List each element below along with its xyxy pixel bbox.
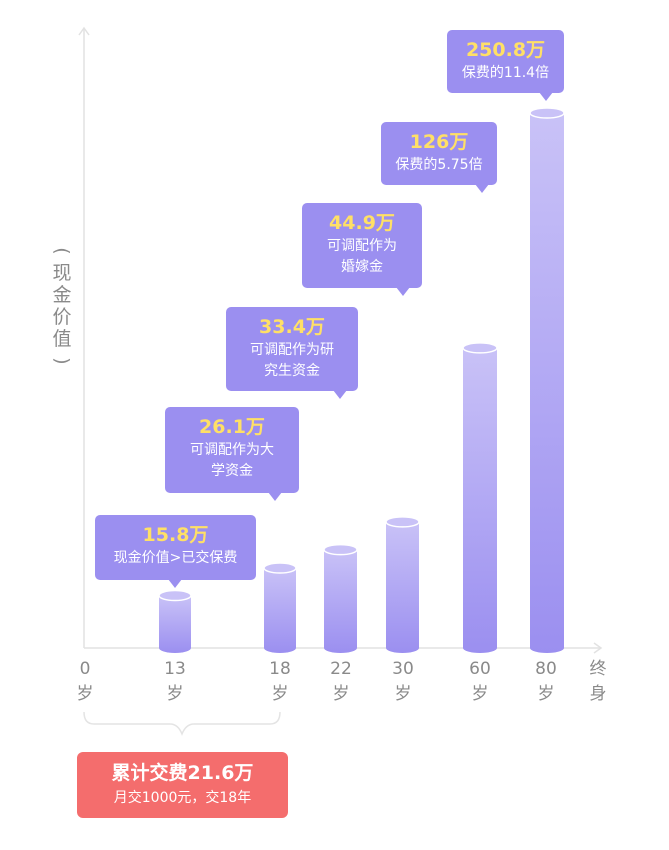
x-tick-unit: 岁: [333, 684, 350, 704]
callout-box: [381, 122, 497, 185]
callout-box: [165, 407, 299, 493]
bar: [463, 347, 497, 653]
premium-period-bracket: [83, 711, 281, 737]
callout-text: 保费的5.75倍: [395, 157, 482, 173]
x-tick-unit: 岁: [272, 684, 289, 704]
x-axis-end-label: 身: [590, 684, 607, 704]
y-axis-arrow: [78, 26, 90, 36]
x-tick-unit: 岁: [77, 684, 94, 704]
callout-text: 婚嫁金: [341, 259, 383, 275]
callout-box: [302, 203, 422, 288]
x-tick-unit: 岁: [472, 684, 489, 704]
callout-value: 126万: [410, 131, 469, 153]
x-axis-arrow: [593, 642, 603, 654]
callout-text: 现金价值>已交保费: [114, 549, 238, 566]
callout-box: [447, 30, 564, 93]
callout-value: 250.8万: [466, 39, 545, 61]
callout-pointer: [396, 287, 410, 296]
callout-pointer: [268, 492, 282, 501]
total-premium-subtitle: 月交1000元，交18年: [113, 790, 252, 806]
callout-pointer: [539, 92, 553, 101]
callout-value: 26.1万: [199, 416, 265, 438]
x-tick-unit: 岁: [167, 684, 184, 704]
bar: [159, 595, 191, 653]
callout-value: 44.9万: [329, 212, 395, 234]
x-tick-label: 30: [392, 659, 414, 679]
bar-top: [529, 107, 565, 119]
y-label-char: 价: [52, 306, 72, 328]
callout-value: 15.8万: [143, 524, 209, 546]
callout-value: 33.4万: [259, 316, 325, 338]
x-axis-end-label: 终: [590, 659, 607, 679]
y-label-char: 值: [52, 328, 72, 350]
callout-text: 可调配作为研: [250, 342, 334, 358]
callout-box: [226, 307, 358, 391]
callout-text: 学资金: [211, 463, 253, 479]
bar: [530, 113, 564, 653]
bar-top: [385, 516, 420, 528]
callout-pointer: [168, 579, 182, 588]
x-tick-label: 13: [164, 659, 186, 679]
x-tick-label: 18: [269, 659, 291, 679]
y-label-char: 金: [52, 284, 72, 306]
callout-text: 保费的11.4倍: [462, 65, 549, 81]
x-tick-unit: 岁: [395, 684, 412, 704]
bar-top: [263, 562, 297, 574]
x-tick-unit: 岁: [538, 684, 555, 704]
y-label-char: 现: [52, 262, 72, 284]
bar: [264, 568, 296, 653]
callout-pointer: [475, 184, 489, 193]
y-label-char: ): [51, 357, 73, 365]
x-tick-label: 0: [80, 659, 91, 679]
total-premium-badge: 累计交费21.6万 月交1000元，交18年: [77, 752, 288, 818]
bar-top: [158, 589, 192, 602]
callout-text: 可调配作为: [327, 238, 397, 254]
callout-box: [95, 515, 256, 580]
x-tick-label: 22: [330, 659, 352, 679]
total-premium-title: 累计交费21.6万: [111, 762, 254, 784]
bar: [386, 521, 419, 653]
bar: [324, 549, 357, 653]
x-tick-label: 60: [469, 659, 491, 679]
callout-text: 究生资金: [264, 363, 320, 379]
bar-top: [323, 543, 358, 556]
y-axis-label: ( 现 金 价 值 ): [48, 240, 76, 372]
x-tick-label: 80: [535, 659, 557, 679]
callout-text: 可调配作为大: [190, 442, 274, 458]
y-label-char: (: [51, 247, 73, 255]
bar-top: [462, 342, 498, 354]
callout-pointer: [333, 390, 347, 399]
